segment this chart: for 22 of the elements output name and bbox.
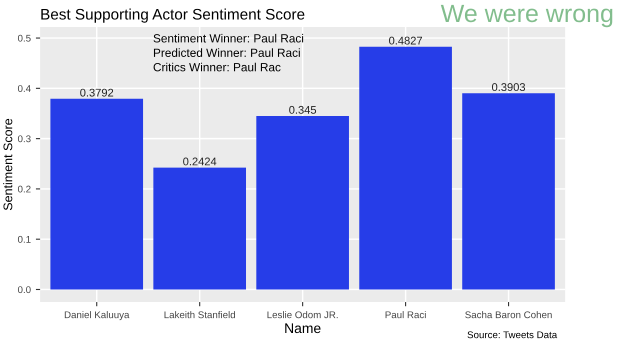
y-axis-title: Sentiment Score [3, 118, 12, 210]
x-tick-label: Lakeith Stanfield [164, 311, 236, 318]
x-tick-label: Daniel Kaluuya [64, 311, 130, 320]
data-label: 0.3903 [492, 83, 526, 92]
data-label: 0.4827 [389, 36, 422, 45]
x-axis-title: Name [285, 323, 321, 334]
y-tick-label: 0.2 [18, 186, 31, 193]
annotation: Sentiment Winner: Paul Raci Predicted Winner: Paul Raci Critics Winner: Paul Rac [154, 34, 304, 72]
annotation: We were wrong [440, 4, 612, 28]
y-tick-label: 0.3 [18, 135, 31, 142]
y-tick-label: 0.4 [18, 85, 31, 92]
source-note: Source: Tweets Data [468, 331, 558, 338]
data-label: 0.2424 [183, 158, 216, 166]
x-tick-label: Leslie Odom JR. [268, 311, 338, 318]
chart-title: Best Supporting Actor Sentiment Score [41, 8, 304, 23]
data-label: 0.3792 [80, 88, 114, 97]
x-tick-label: Paul Raci [386, 311, 426, 318]
x-tick-label: Sacha Baron Cohen [465, 311, 552, 318]
y-tick-label: 0.0 [18, 286, 31, 294]
y-tick-label: 0.5 [18, 34, 31, 42]
y-tick-label: 0.1 [18, 236, 31, 243]
data-label: 0.345 [289, 106, 316, 114]
